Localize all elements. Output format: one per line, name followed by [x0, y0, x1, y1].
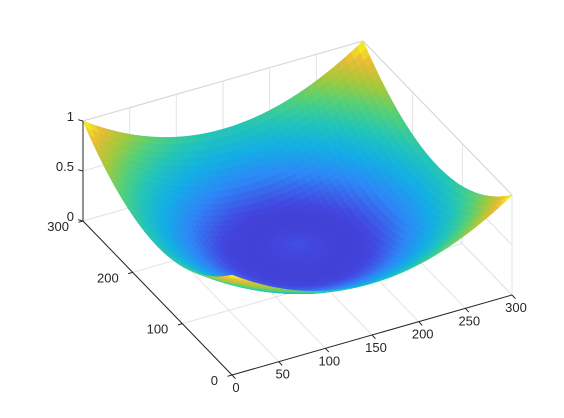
x-tick-label: 0: [232, 380, 239, 395]
x-tick: [278, 361, 283, 366]
box-edge: [362, 40, 513, 196]
x-tick-label: 300: [505, 300, 527, 315]
x-tick: [511, 294, 516, 300]
z-tick-label: 0: [67, 209, 74, 224]
surface-plot: [82, 40, 513, 295]
y-tick: [128, 271, 133, 275]
y-axis: [82, 220, 233, 376]
surface-patch: [227, 274, 240, 279]
z-tick-label: 1: [67, 109, 74, 124]
z-tick: [77, 119, 84, 122]
y-tick-label: 300: [47, 219, 69, 234]
y-tick-label: 200: [97, 270, 119, 285]
x-tick-label: 200: [412, 327, 434, 342]
y-tick-label: 100: [147, 322, 169, 337]
z-tick-label: 0.5: [56, 159, 74, 174]
x-tick: [371, 334, 376, 340]
x-tick-label: 150: [365, 340, 387, 355]
x-tick-label: 50: [275, 367, 289, 382]
z-tick: [77, 219, 84, 222]
x-tick: [418, 321, 423, 326]
box-edge: [82, 40, 364, 122]
y-tick: [177, 323, 183, 326]
y-tick-label: 0: [211, 373, 218, 388]
x-tick: [464, 307, 470, 313]
y-tick: [227, 374, 233, 377]
z-tick: [77, 169, 84, 172]
x-tick-label: 250: [458, 313, 480, 328]
x-tick: [324, 347, 330, 353]
axes: [77, 119, 516, 380]
x-tick: [231, 374, 236, 380]
x-tick-label: 100: [318, 353, 340, 368]
